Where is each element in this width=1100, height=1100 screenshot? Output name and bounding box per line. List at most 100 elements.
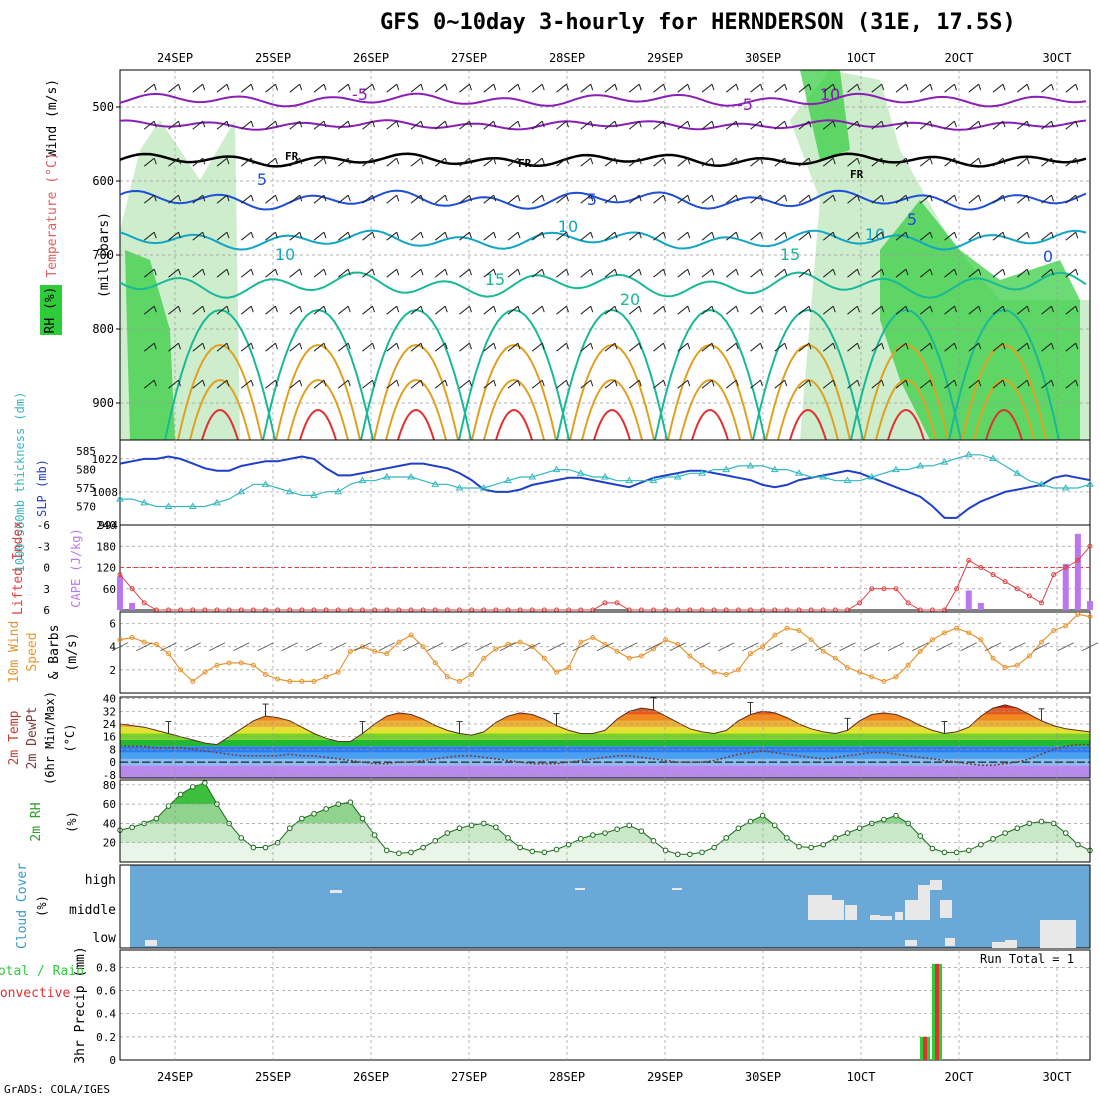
wind-barb	[580, 83, 592, 93]
wind-barb	[444, 195, 448, 202]
wind-barb	[275, 158, 278, 165]
wind-barb	[1051, 158, 1054, 165]
rh-marker	[1014, 825, 1021, 832]
wind-barb	[347, 84, 351, 91]
rh-marker	[444, 830, 451, 836]
wind-barb	[313, 379, 325, 389]
wind-barb	[250, 158, 254, 165]
cape-axis-label: CAPE (J/kg)	[69, 528, 83, 607]
contour-label: 5	[257, 170, 267, 189]
wind-barb	[580, 194, 592, 204]
precip-convective-bar	[923, 1036, 927, 1060]
wind-barb	[202, 269, 206, 276]
cloud-cell	[880, 916, 892, 920]
wind-barb	[531, 194, 543, 204]
wind-barb	[919, 379, 931, 389]
wind-barb	[240, 342, 252, 352]
surface-wind-barb	[839, 642, 856, 652]
rh-marker	[347, 799, 354, 805]
thickness-marker	[261, 480, 270, 487]
wind-barb	[556, 305, 567, 315]
li-axis-label: Lifted Index	[11, 521, 26, 615]
wind-barb	[1026, 306, 1030, 313]
li-marker	[1051, 572, 1057, 578]
cape-bar	[965, 590, 972, 610]
rh-marker	[493, 824, 499, 831]
wind-barb	[628, 120, 640, 130]
wind-speed-marker	[444, 674, 450, 680]
wind-barb	[153, 84, 157, 91]
wind-barb	[250, 232, 254, 239]
wind-barb	[216, 342, 228, 352]
wind-speed-marker	[287, 678, 293, 684]
wind-barb	[784, 195, 788, 202]
rh-marker	[881, 816, 887, 823]
wind-barb	[798, 120, 810, 130]
wind-barb	[750, 83, 761, 93]
wind-speed-marker	[748, 651, 753, 657]
wind-barb	[1041, 120, 1052, 130]
wind-barb	[566, 158, 569, 165]
wind-barb	[299, 380, 303, 387]
wind-barb	[434, 231, 446, 241]
wind-barb	[517, 269, 521, 276]
wind-barb	[372, 195, 375, 202]
wind-barb	[725, 379, 737, 389]
wind-tick-label: 6	[109, 618, 116, 631]
li-marker	[954, 586, 960, 592]
cloud-level-label: middle	[69, 903, 116, 918]
wind-barb	[847, 120, 858, 130]
wind-barb	[857, 343, 860, 350]
wind-barb	[832, 84, 836, 91]
wind-speed-marker	[590, 634, 596, 640]
wind-barb	[168, 268, 179, 278]
slp-line	[119, 455, 1091, 519]
rh-marker	[262, 844, 269, 851]
wind-barb	[410, 83, 422, 93]
wind-speed-marker	[178, 667, 184, 673]
wind-barb	[410, 120, 422, 130]
wind-barb	[313, 83, 325, 93]
wind-barb	[784, 84, 788, 91]
wind-barb	[507, 268, 519, 278]
contour-label: 0	[1043, 247, 1053, 266]
wind-barb	[1051, 306, 1054, 313]
wind-barb	[337, 157, 349, 167]
rh-marker	[359, 815, 366, 822]
wind-barb	[750, 342, 761, 352]
li-tick-label: -6	[37, 519, 50, 532]
thickness-marker	[625, 476, 634, 484]
temp-contour-25	[569, 343, 655, 441]
li-tick-label: 3	[43, 583, 50, 596]
wind-barb	[153, 269, 157, 276]
wind-barb	[881, 158, 885, 165]
rh-band	[120, 784, 1090, 805]
wind-barb	[517, 380, 521, 387]
y-tick-label: 600	[92, 174, 114, 188]
rh-marker	[153, 815, 160, 822]
bottom-date-label: 29SEP	[647, 1070, 683, 1084]
wind-barb	[735, 232, 739, 239]
wind-speed-marker	[129, 634, 135, 640]
wind-barb	[663, 343, 666, 350]
wind-barb	[590, 158, 594, 165]
cape-tick-label: 180	[96, 540, 116, 553]
wind-barb	[687, 84, 691, 91]
wind-barb	[153, 121, 157, 128]
wind-barb	[507, 83, 519, 93]
wind-barb	[372, 158, 375, 165]
wind-barb	[638, 306, 642, 313]
precip-axis-label: 3hr Precip (mm)	[73, 946, 88, 1063]
cloud-cell	[1040, 920, 1076, 948]
wind-barb	[1075, 195, 1079, 202]
wind-barb	[919, 342, 931, 352]
li-marker	[117, 572, 123, 578]
bottom-date-label: 28SEP	[549, 1070, 585, 1084]
wind-barb	[396, 158, 400, 165]
wind-barb	[1041, 194, 1052, 204]
wind-barb	[604, 157, 616, 167]
wind-barb	[362, 305, 373, 315]
li-marker	[1026, 593, 1032, 599]
contour-label: 10	[558, 217, 578, 236]
wind-barb	[1026, 158, 1030, 165]
